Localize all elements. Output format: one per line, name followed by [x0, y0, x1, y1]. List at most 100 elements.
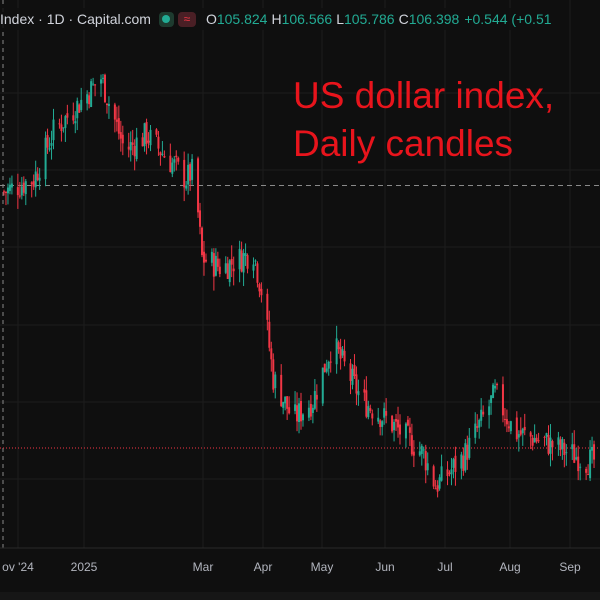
candle-body — [74, 121, 77, 124]
candle — [88, 92, 91, 109]
candle — [535, 434, 538, 444]
candle — [571, 432, 574, 461]
candle-body — [228, 260, 231, 283]
candle-body — [547, 435, 550, 454]
candle-body — [163, 156, 166, 158]
candle-body — [90, 81, 93, 108]
candle-body — [503, 418, 506, 420]
candle-body — [298, 403, 301, 423]
candle-body — [440, 466, 443, 481]
candle-body — [476, 426, 479, 428]
candle-body — [147, 140, 150, 143]
candle-body — [313, 391, 316, 409]
candle — [343, 339, 346, 367]
candle-body — [551, 441, 554, 448]
candle — [490, 394, 493, 415]
candle — [300, 392, 302, 430]
candle-body — [490, 395, 493, 403]
candle — [72, 102, 75, 125]
candle-body — [365, 390, 368, 417]
candle-body — [149, 129, 152, 146]
candle — [268, 310, 271, 352]
candle — [587, 464, 590, 476]
candle — [531, 434, 534, 451]
candle-body — [436, 485, 439, 492]
candle-body — [422, 449, 425, 451]
candle-body — [105, 103, 108, 106]
candle — [591, 436, 594, 464]
candle — [450, 457, 453, 486]
candle-body — [270, 348, 273, 360]
candle — [573, 430, 576, 464]
candle-body — [34, 171, 37, 188]
candle — [242, 248, 245, 287]
candle-body — [157, 136, 160, 149]
candle — [157, 130, 160, 156]
visibility-dot-icon[interactable] — [158, 11, 174, 27]
candle — [454, 446, 457, 486]
candle — [412, 440, 415, 468]
candle — [321, 367, 324, 407]
source-wave-icon[interactable]: ≈ — [177, 11, 196, 27]
candle — [228, 259, 231, 287]
candle-body — [117, 118, 120, 134]
candle-body — [72, 115, 75, 121]
candle — [466, 435, 469, 470]
candle-body — [66, 113, 69, 118]
candle — [377, 407, 380, 425]
candle — [238, 240, 241, 283]
candle — [258, 282, 261, 298]
candle-body — [573, 444, 576, 463]
candle — [335, 325, 338, 374]
candle-body — [246, 255, 249, 269]
candle-body — [183, 159, 186, 188]
candle-body — [274, 374, 277, 389]
candle-body — [113, 104, 116, 120]
candle-body — [307, 407, 310, 418]
candle-body — [187, 164, 190, 185]
candle-body — [391, 415, 394, 432]
candle-body — [311, 407, 314, 413]
candle-body — [177, 157, 180, 162]
timeframe-bar — [0, 592, 600, 600]
candle-body — [561, 438, 564, 450]
candle — [6, 183, 9, 205]
candle-body — [432, 466, 435, 487]
candle-body — [533, 438, 536, 443]
candle-body — [107, 103, 110, 107]
candle-body — [296, 405, 299, 422]
candle — [92, 77, 95, 87]
candle-body — [18, 195, 21, 197]
candle-body — [571, 444, 574, 450]
candle-body — [272, 359, 275, 390]
x-tick-label: May — [311, 560, 334, 574]
candle-body — [133, 145, 136, 157]
candle — [515, 411, 518, 442]
candle-body — [420, 445, 423, 454]
candle-body — [395, 418, 398, 422]
candle — [488, 399, 491, 429]
candle-body — [404, 423, 407, 439]
candle-body — [379, 420, 382, 427]
symbol-label[interactable]: Index · 1D · Capital.com — [0, 11, 151, 27]
candle-body — [466, 444, 469, 460]
candle — [284, 396, 287, 411]
candle — [575, 447, 578, 461]
candle-body — [20, 186, 23, 196]
candle — [480, 398, 483, 427]
candle — [66, 104, 69, 125]
candle — [159, 151, 162, 166]
candle — [406, 415, 409, 427]
candle-body — [284, 396, 287, 404]
candle-body — [210, 251, 213, 263]
candle-body — [494, 385, 497, 389]
candle — [129, 131, 132, 162]
x-tick-label: Sep — [559, 560, 581, 574]
candle — [185, 180, 188, 191]
candle-body — [282, 401, 285, 408]
candle-body — [377, 417, 380, 422]
candle — [147, 132, 150, 149]
candle — [36, 167, 39, 182]
candle-body — [16, 187, 19, 196]
